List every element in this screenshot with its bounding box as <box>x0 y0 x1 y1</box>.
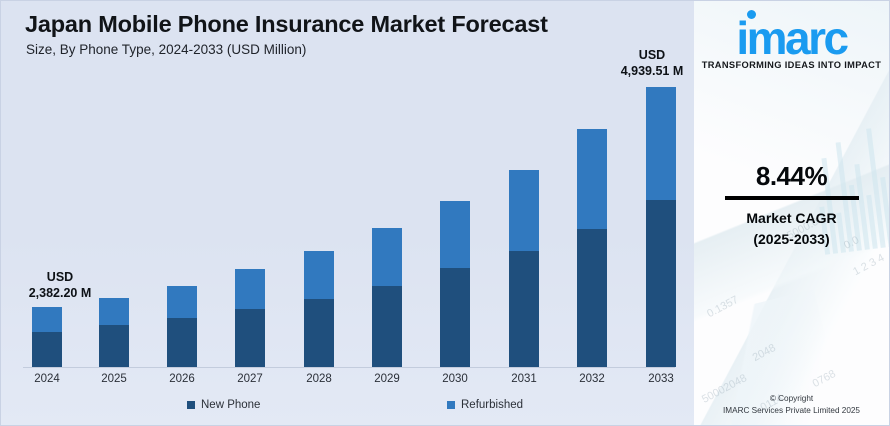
bar-2024[interactable] <box>32 307 62 367</box>
callout-end-amount: 4,939.51 M <box>620 64 684 78</box>
bar-segment-new-phone-2024 <box>32 332 62 367</box>
bar-2031[interactable] <box>509 170 539 367</box>
bar-2027[interactable] <box>235 269 265 367</box>
x-axis-line <box>23 367 675 368</box>
legend-item-new-phone[interactable]: New Phone <box>187 399 260 411</box>
bar-segment-new-phone-2028 <box>304 299 334 367</box>
bar-segment-refurbished-2032 <box>577 129 607 229</box>
chart-legend: New Phone Refurbished <box>1 399 694 417</box>
bar-segment-refurbished-2026 <box>167 286 197 318</box>
bar-2028[interactable] <box>304 251 334 367</box>
logo-text: imarc <box>736 12 849 64</box>
bar-segment-refurbished-2028 <box>304 251 334 299</box>
chart-panel: Japan Mobile Phone Insurance Market Fore… <box>1 1 694 425</box>
bar-segment-new-phone-2032 <box>577 229 607 367</box>
logo-dot-icon <box>747 10 757 19</box>
bar-segment-new-phone-2033 <box>646 200 676 367</box>
bar-segment-new-phone-2031 <box>509 251 539 367</box>
bar-segment-refurbished-2031 <box>509 170 539 251</box>
callout-start-currency: USD <box>46 270 74 284</box>
legend-label-new-phone: New Phone <box>201 399 261 411</box>
bar-2033[interactable] <box>646 87 676 367</box>
imarc-logo: imarc TRANSFORMING IDEAS INTO IMPACT <box>694 10 889 70</box>
copyright-notice: © Copyright IMARC Services Private Limit… <box>694 393 889 417</box>
bar-2032[interactable] <box>577 129 607 367</box>
cagr-label: Market CAGR <box>746 210 837 226</box>
legend-swatch-refurbished <box>447 401 455 409</box>
bar-segment-refurbished-2027 <box>235 269 265 309</box>
bar-segment-refurbished-2033 <box>646 87 676 200</box>
logo-wordmark: imarc <box>736 10 849 64</box>
cagr-divider <box>724 196 859 200</box>
bar-segment-new-phone-2025 <box>99 325 129 367</box>
cagr-block: 8.44% Market CAGR (2025-2033) <box>694 161 889 250</box>
page-title: Japan Mobile Phone Insurance Market Fore… <box>25 11 548 37</box>
legend-swatch-new-phone <box>187 401 195 409</box>
copyright-line-2: IMARC Services Private Limited 2025 <box>723 406 860 415</box>
bar-segment-refurbished-2024 <box>32 307 62 332</box>
callout-end-currency: USD <box>638 48 666 62</box>
bar-2025[interactable] <box>99 298 129 367</box>
brand-panel: 0.1357 5000.0 2048 0768 0.0 1 2 3 4 50002048 01… <box>694 1 889 425</box>
cagr-value: 8.44% <box>755 161 828 191</box>
legend-label-refurbished: Refurbished <box>461 399 524 411</box>
x-axis-label-2024: 2024 <box>34 373 60 385</box>
bar-2029[interactable] <box>372 228 402 367</box>
bar-2030[interactable] <box>440 201 470 367</box>
plot-area: 2024 2025 2026 2027 2028 2029 2030 2031 2032 2033 <box>1 1 694 425</box>
x-axis-label-2029: 2029 <box>374 373 400 385</box>
copyright-line-1: © Copyright <box>769 394 814 403</box>
logo-tagline: TRANSFORMING IDEAS INTO IMPACT <box>701 60 882 70</box>
x-axis-label-2025: 2025 <box>101 373 127 385</box>
callout-end-value: USD 4,939.51 M <box>597 47 694 79</box>
bar-segment-refurbished-2030 <box>440 201 470 268</box>
bar-segment-new-phone-2029 <box>372 286 402 367</box>
x-axis-label-2032: 2032 <box>579 373 605 385</box>
bar-segment-new-phone-2027 <box>235 309 265 367</box>
x-axis-label-2033: 2033 <box>648 373 674 385</box>
x-axis-label-2026: 2026 <box>169 373 195 385</box>
x-axis-label-2027: 2027 <box>237 373 263 385</box>
callout-start-value: USD 2,382.20 M <box>5 269 115 301</box>
legend-item-refurbished[interactable]: Refurbished <box>447 399 523 411</box>
x-axis-label-2028: 2028 <box>306 373 332 385</box>
bar-segment-new-phone-2030 <box>440 268 470 367</box>
bar-segment-refurbished-2025 <box>99 298 129 325</box>
bar-segment-new-phone-2026 <box>167 318 197 367</box>
page-subtitle: Size, By Phone Type, 2024-2033 (USD Mill… <box>26 42 307 57</box>
bar-segment-refurbished-2029 <box>372 228 402 286</box>
bar-2026[interactable] <box>167 286 197 367</box>
x-axis-label-2031: 2031 <box>511 373 537 385</box>
callout-start-amount: 2,382.20 M <box>28 286 92 300</box>
x-axis-label-2030: 2030 <box>442 373 468 385</box>
cagr-period: (2025-2033) <box>753 231 830 247</box>
